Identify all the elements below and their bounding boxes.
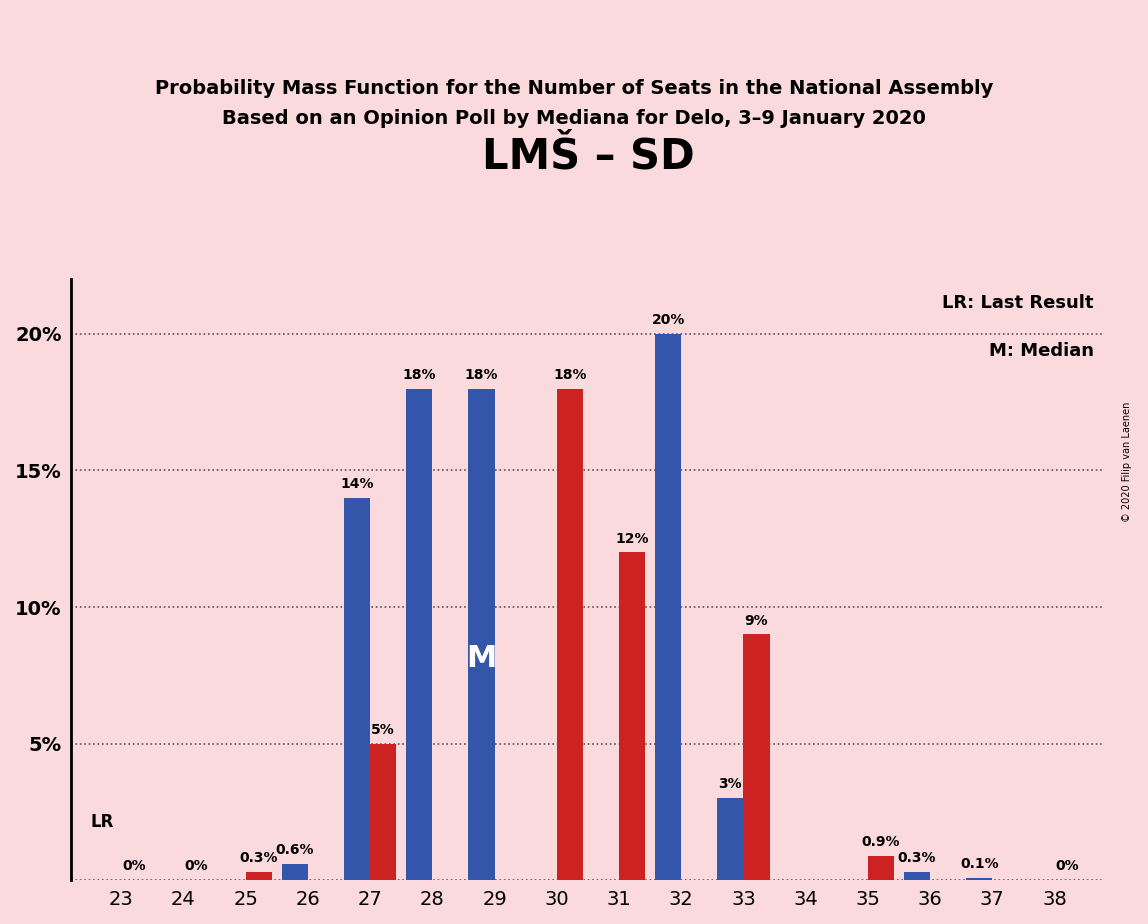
Bar [718, 798, 744, 881]
Bar [281, 864, 308, 881]
Bar [903, 872, 930, 881]
Text: M: Median: M: Median [988, 342, 1094, 360]
Bar [246, 872, 272, 881]
Bar [406, 388, 433, 881]
Text: 0.6%: 0.6% [276, 843, 315, 857]
Text: 0%: 0% [185, 859, 208, 873]
Text: LR: LR [91, 813, 114, 831]
Text: 3%: 3% [719, 777, 742, 792]
Text: 18%: 18% [403, 368, 436, 382]
Bar [557, 388, 583, 881]
Text: 5%: 5% [371, 723, 395, 736]
Text: 9%: 9% [745, 614, 768, 627]
Text: 12%: 12% [615, 531, 649, 545]
Bar [656, 334, 681, 881]
Bar [468, 388, 495, 881]
Text: Probability Mass Function for the Number of Seats in the National Assembly: Probability Mass Function for the Number… [155, 79, 993, 98]
Title: LMŠ – SD: LMŠ – SD [481, 135, 695, 177]
Text: © 2020 Filip van Laenen: © 2020 Filip van Laenen [1123, 402, 1132, 522]
Text: 18%: 18% [553, 368, 587, 382]
Bar [868, 856, 894, 881]
Bar [619, 553, 645, 881]
Bar [344, 498, 370, 881]
Text: 0.3%: 0.3% [898, 851, 937, 865]
Text: LR: Last Result: LR: Last Result [943, 294, 1094, 312]
Text: 18%: 18% [465, 368, 498, 382]
Bar [744, 635, 769, 881]
Text: 14%: 14% [340, 477, 374, 491]
Text: Based on an Opinion Poll by Mediana for Delo, 3–9 January 2020: Based on an Opinion Poll by Mediana for … [222, 109, 926, 128]
Bar [370, 744, 396, 881]
Bar [967, 878, 992, 881]
Text: 0.9%: 0.9% [862, 835, 900, 849]
Text: 0%: 0% [123, 859, 146, 873]
Text: 0%: 0% [1056, 859, 1079, 873]
Text: M: M [466, 644, 497, 674]
Text: 0.3%: 0.3% [240, 851, 278, 865]
Text: 0.1%: 0.1% [960, 857, 999, 870]
Text: 20%: 20% [651, 313, 685, 327]
